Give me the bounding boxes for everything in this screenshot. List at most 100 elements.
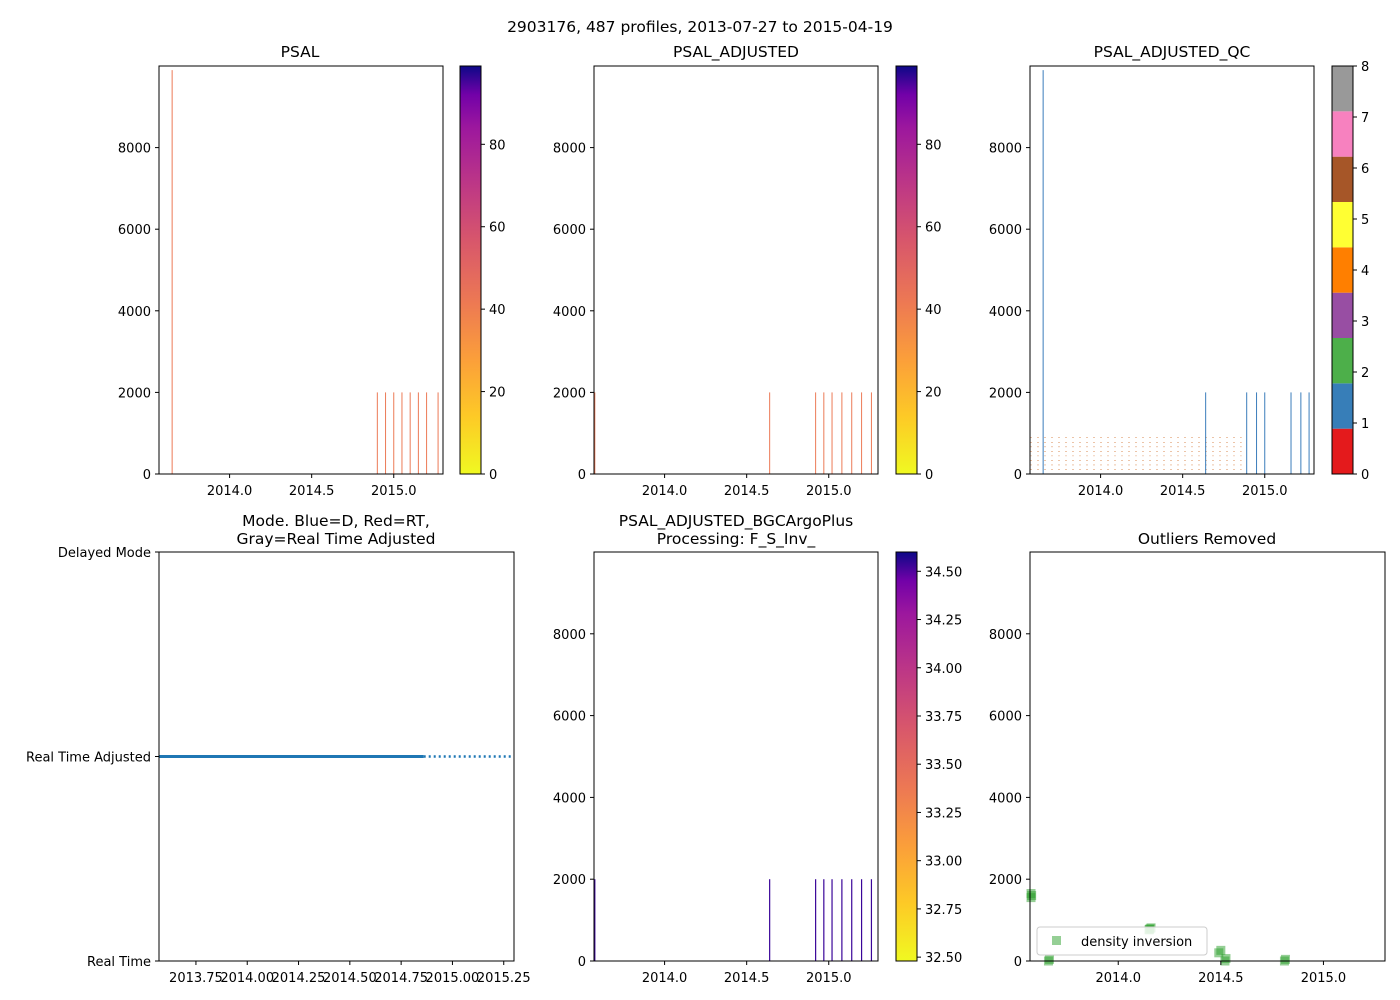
colorbar-tick-label: 32.50 <box>925 951 962 966</box>
qc-plot-frame <box>1029 65 1315 475</box>
x-tick-label: 2014.25 <box>272 971 326 986</box>
y-tick-label: 2000 <box>553 386 586 401</box>
psal-colorbar <box>459 65 482 475</box>
x-tick-label: 2014.0 <box>1095 971 1141 986</box>
psal-heatmap-area <box>171 70 439 474</box>
x-tick-label: 2014.5 <box>724 971 770 986</box>
psal-plot-frame <box>158 65 444 475</box>
x-tick-label: 2015.0 <box>1301 971 1347 986</box>
y-tick-label: 8000 <box>989 142 1022 157</box>
colorbar-tick-label: 8 <box>1361 60 1369 75</box>
x-tick-label: 2014.0 <box>642 484 688 499</box>
y-tick-label: Delayed Mode <box>58 546 151 561</box>
y-tick-label: 0 <box>1014 955 1022 970</box>
y-tick-label: 0 <box>578 955 586 970</box>
panel-title-psal: PSAL <box>281 43 320 61</box>
colorbar-tick-label: 33.50 <box>925 758 962 773</box>
x-tick-label: 2014.00 <box>220 971 274 986</box>
outlier-point <box>1216 945 1226 955</box>
y-tick-label: 4000 <box>989 305 1022 320</box>
colorbar-tick-label: 2 <box>1361 366 1369 381</box>
colorbar-tick-label: 3 <box>1361 315 1369 330</box>
outlier-point <box>1280 954 1290 964</box>
x-tick-label: 2015.0 <box>806 971 852 986</box>
x-tick-label: 2014.0 <box>642 971 688 986</box>
colorbar-tick-label: 34.50 <box>925 565 962 580</box>
qc-colorbar-band <box>1332 111 1353 157</box>
colorbar-tick-label: 33.25 <box>925 806 962 821</box>
colorbar-tick-label: 34.25 <box>925 614 962 629</box>
legend-label: density inversion <box>1081 935 1192 950</box>
psal-colorbar-ticks: 0 20 40 60 80 <box>481 138 506 483</box>
y-tick-label: 8000 <box>118 142 151 157</box>
qc-colorbar-band <box>1332 202 1353 248</box>
panel-title-mode-line1: Mode. Blue=D, Red=RT, <box>242 512 430 530</box>
x-tick-label: 2014.5 <box>1198 971 1244 986</box>
y-tick-label: 4000 <box>118 305 151 320</box>
panel-title-bgc-line2: Processing: F_S_Inv_ <box>657 530 816 549</box>
colorbar-tick-label: 20 <box>489 386 506 401</box>
colorbar-tick-label: 40 <box>925 303 942 318</box>
bgc-axes: 2014.0 2014.5 2015.0 0 2000 4000 6000 8000 <box>553 628 852 986</box>
y-tick-label: 8000 <box>553 628 586 643</box>
y-tick-label: 8000 <box>989 628 1022 643</box>
qc-heatmap-area <box>1030 70 1310 474</box>
qc-colorbar-band <box>1332 428 1353 474</box>
colorbar-tick-label: 20 <box>925 386 942 401</box>
x-tick-label: 2015.0 <box>1242 484 1288 499</box>
colorbar-tick-label: 6 <box>1361 162 1369 177</box>
y-tick-label: 6000 <box>118 223 151 238</box>
qc-colorbar-band <box>1332 338 1353 384</box>
outliers-plot-frame <box>1029 551 1386 962</box>
panel-title-bgc-line1: PSAL_ADJUSTED_BGCArgoPlus <box>619 512 853 531</box>
y-tick-label: 0 <box>1014 468 1022 483</box>
colorbar-tick-label: 1 <box>1361 417 1369 432</box>
colorbar-tick-label: 80 <box>925 138 942 153</box>
colorbar-tick-label: 60 <box>489 221 506 236</box>
panel-outliers: Outliers Removed 2014.0 2014.5 2015.0 0 2000… <box>989 530 1386 986</box>
qc-colorbar-band <box>1332 247 1353 293</box>
qc-colorbar-ticks: 0 1 2 3 4 5 6 7 8 <box>1353 60 1369 483</box>
panel-mode: Mode. Blue=D, Red=RT, Gray=Real Time Adj… <box>26 512 531 986</box>
x-tick-label: 2014.5 <box>724 484 770 499</box>
colorbar-tick-label: 4 <box>1361 264 1369 279</box>
qc-colorbar-band <box>1332 292 1353 338</box>
y-tick-label: 2000 <box>118 386 151 401</box>
outliers-legend: density inversion <box>1036 926 1208 956</box>
colorbar-tick-label: 32.75 <box>925 903 962 918</box>
psal-adjusted-axes: 2014.0 2014.5 2015.0 0 2000 4000 6000 8000 <box>553 142 852 499</box>
colorbar-tick-label: 0 <box>1361 468 1369 483</box>
y-tick-label: 8000 <box>553 142 586 157</box>
panel-title-outliers: Outliers Removed <box>1138 530 1276 548</box>
qc-colorbar-band <box>1332 383 1353 429</box>
y-tick-label: 6000 <box>553 223 586 238</box>
colorbar-tick-label: 5 <box>1361 213 1369 228</box>
colorbar-tick-label: 0 <box>925 468 933 483</box>
x-tick-label: 2014.5 <box>1160 484 1206 499</box>
panel-psal-adjusted-qc: PSAL_ADJUSTED_QC 2014.0 2014.5 2015.0 0 2000… <box>989 43 1369 499</box>
legend-marker <box>1052 936 1061 945</box>
y-tick-label: 4000 <box>553 305 586 320</box>
qc-colorbar-band <box>1332 66 1353 112</box>
figure-suptitle: 2903176, 487 profiles, 2013-07-27 to 201… <box>507 18 893 36</box>
y-tick-label: 0 <box>143 468 151 483</box>
y-tick-label: 6000 <box>553 710 586 725</box>
y-tick-label: Real Time <box>87 955 151 970</box>
y-tick-label: 4000 <box>989 791 1022 806</box>
psal-axes: 2014.0 2014.5 2015.0 0 2000 4000 6000 8000 <box>118 142 417 499</box>
legend-box <box>1036 926 1208 956</box>
x-tick-label: 2013.75 <box>169 971 223 986</box>
outlier-point <box>1044 954 1054 964</box>
colorbar-tick-label: 60 <box>925 221 942 236</box>
psal-adjusted-plot-frame <box>593 65 879 475</box>
y-tick-label: Real Time Adjusted <box>26 751 151 766</box>
colorbar-tick-label: 34.00 <box>925 662 962 677</box>
colorbar-tick-label: 33.00 <box>925 855 962 870</box>
panel-title-mode-line2: Gray=Real Time Adjusted <box>236 530 435 548</box>
x-tick-label: 2015.0 <box>806 484 852 499</box>
qc-axes: 2014.0 2014.5 2015.0 0 2000 4000 6000 8000 <box>989 142 1288 499</box>
colorbar-tick-label: 80 <box>489 138 506 153</box>
y-tick-label: 4000 <box>553 791 586 806</box>
qc-colorbar <box>1332 66 1353 474</box>
